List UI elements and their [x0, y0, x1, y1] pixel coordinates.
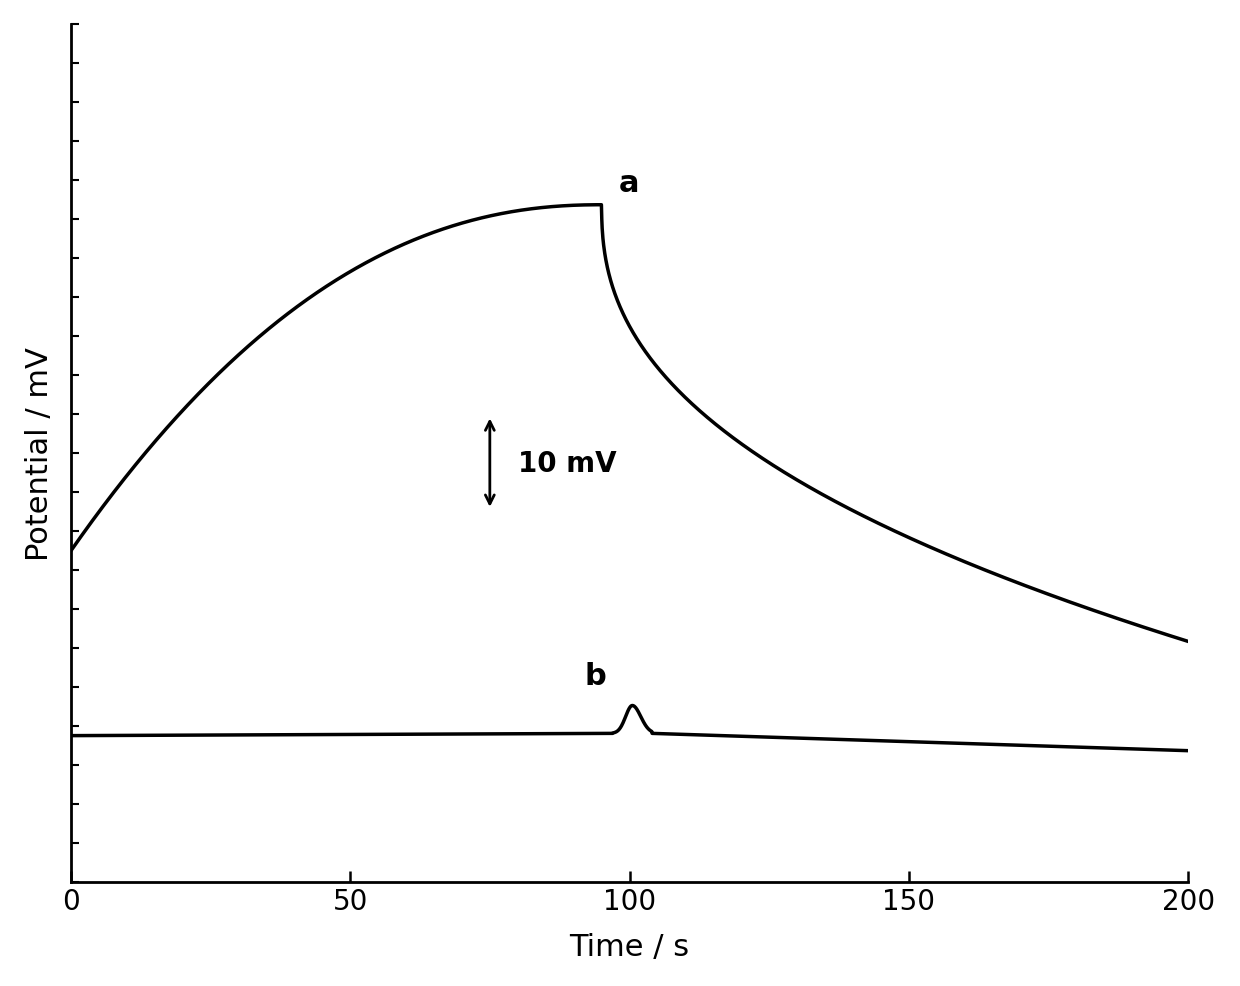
X-axis label: Time / s: Time / s	[569, 932, 689, 961]
Text: b: b	[585, 662, 606, 691]
Text: 10 mV: 10 mV	[518, 450, 616, 477]
Text: a: a	[619, 169, 639, 198]
Y-axis label: Potential / mV: Potential / mV	[25, 347, 55, 561]
